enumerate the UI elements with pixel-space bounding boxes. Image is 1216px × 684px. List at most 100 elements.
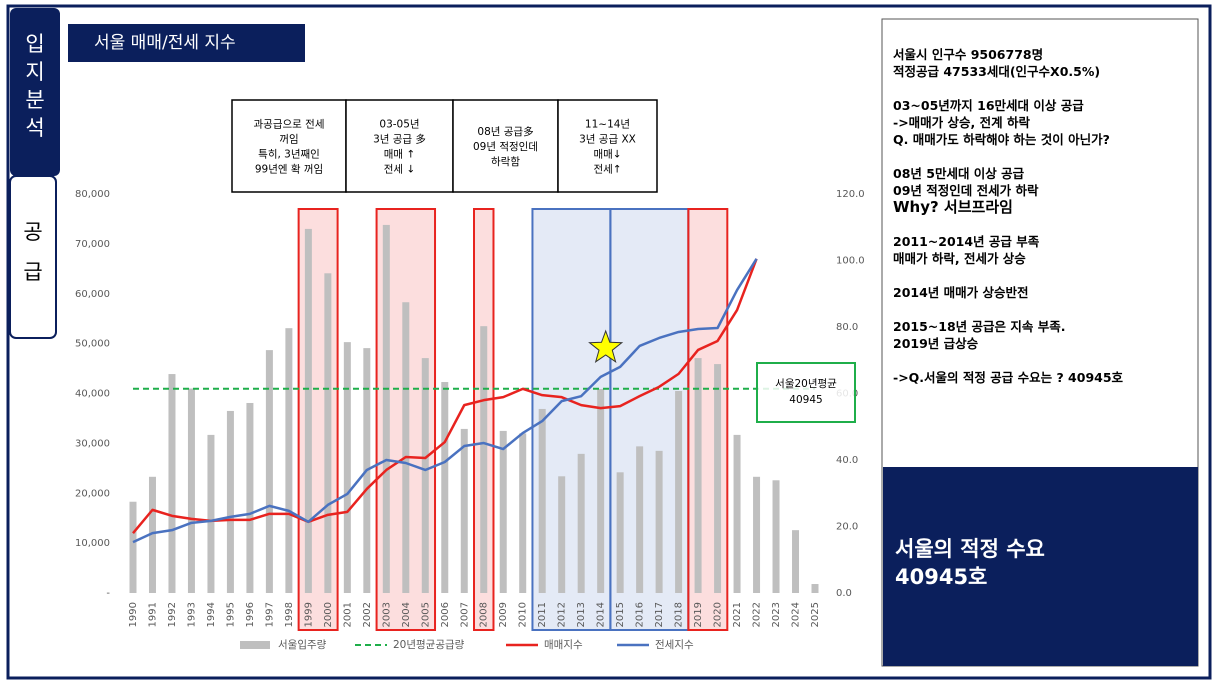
bar bbox=[285, 328, 293, 593]
bar bbox=[402, 302, 410, 593]
y-tick-label: 50,000 bbox=[75, 339, 110, 350]
note-paragraph: ->Q.서울의 적정 공급 수요는 ? 40945호 bbox=[893, 369, 1193, 386]
bar bbox=[577, 453, 585, 593]
x-tick-label: 2022 bbox=[752, 602, 763, 627]
note-line: 매매가 하락, 전세가 상승 bbox=[893, 251, 1026, 266]
annotation-box bbox=[557, 99, 658, 193]
x-tick-label: 2005 bbox=[420, 602, 431, 627]
y-tick-label: 40,000 bbox=[75, 389, 110, 400]
line bbox=[132, 258, 758, 534]
x-tick-label: 2020 bbox=[713, 602, 724, 627]
x-tick-label: 1998 bbox=[284, 602, 295, 627]
annotation-line: 특히, 3년째인 bbox=[258, 149, 320, 161]
annotation-line: 09년 적정인데 bbox=[473, 141, 538, 153]
bar bbox=[538, 408, 546, 593]
x-tick-label: 2024 bbox=[791, 602, 802, 627]
bar bbox=[597, 389, 605, 593]
annotation-line: 전세 ↓ bbox=[384, 164, 415, 176]
tab-label[interactable]: 입지분석 bbox=[25, 32, 45, 140]
bar bbox=[480, 326, 488, 593]
x-tick-label: 2016 bbox=[635, 602, 646, 627]
x-tick-label: 2021 bbox=[732, 602, 743, 627]
note-line: 2011~2014년 공급 부족 bbox=[893, 234, 1040, 249]
x-tick-label: 2023 bbox=[771, 602, 782, 627]
highlight-box bbox=[297, 208, 339, 631]
x-tick-label: 2004 bbox=[401, 602, 412, 627]
x-tick-label: 2012 bbox=[557, 602, 568, 627]
x-tick-label: 2015 bbox=[615, 602, 626, 627]
bar bbox=[265, 350, 273, 593]
bar bbox=[733, 434, 741, 593]
note-paragraph: 2015~18년 공급은 지속 부족. 2019년 급상승 bbox=[893, 318, 1193, 352]
bar bbox=[519, 433, 527, 593]
x-tick-label: 1999 bbox=[303, 602, 314, 627]
bar bbox=[558, 476, 566, 593]
conclusion: 서울의 적정 수요 40945호 bbox=[883, 467, 1198, 666]
bar bbox=[421, 358, 429, 593]
bar bbox=[694, 358, 702, 593]
x-tick-label: 1991 bbox=[147, 602, 158, 627]
tab-active[interactable] bbox=[10, 8, 60, 176]
note-line: Q. 매매가도 하락해야 하는 것이 아닌가? bbox=[893, 132, 1110, 147]
annotation-line: 3년 공급 XX bbox=[579, 134, 636, 146]
y-tick-label: 30,000 bbox=[75, 438, 110, 449]
annotation-line: 과공급으로 전세 bbox=[254, 119, 325, 131]
note-line: 09년 적정인데 전세가 하락 bbox=[893, 183, 1039, 198]
bar bbox=[382, 224, 390, 594]
annotation-line: 3년 공급 多 bbox=[373, 133, 426, 146]
annotation-line: 08년 공급多 bbox=[477, 125, 533, 138]
x-tick-label: 1997 bbox=[264, 602, 275, 627]
bar bbox=[792, 530, 800, 593]
average-label: 서울20년평균 bbox=[775, 378, 837, 390]
bar bbox=[772, 480, 780, 593]
conclusion-line: 40945호 bbox=[895, 565, 988, 589]
x-tick-label: 1990 bbox=[128, 602, 139, 627]
x-tick-label: 1994 bbox=[206, 602, 217, 627]
x-tick-label: 2007 bbox=[459, 602, 470, 627]
annotation-line: 매매↓ bbox=[593, 149, 621, 161]
tab[interactable] bbox=[9, 175, 57, 339]
x-tick-label: 2003 bbox=[381, 602, 392, 627]
annotation-line: 전세↑ bbox=[593, 164, 621, 176]
y-tick-label: 60,000 bbox=[75, 289, 110, 300]
note-line: ->Q.서울의 적정 공급 수요는 ? 40945호 bbox=[893, 370, 1124, 385]
bar bbox=[304, 228, 312, 593]
x-tick-label: 2019 bbox=[693, 602, 704, 627]
slide-title: 서울 매매/전세 지수 bbox=[68, 24, 305, 62]
bar bbox=[753, 476, 761, 593]
note-line: 2019년 급상승 bbox=[893, 336, 979, 351]
note-line: Why? 서브프라임 bbox=[893, 198, 1013, 216]
note-line: 2015~18년 공급은 지속 부족. bbox=[893, 319, 1066, 334]
x-tick-label: 1996 bbox=[245, 602, 256, 627]
annotation-box bbox=[452, 99, 559, 193]
y2-tick-label: 120.0 bbox=[836, 189, 865, 200]
average-box bbox=[756, 362, 856, 423]
y-tick-label: - bbox=[106, 588, 110, 599]
conclusion-line: 서울의 적정 수요 bbox=[895, 537, 1045, 561]
annotation-box bbox=[231, 99, 347, 193]
bar bbox=[226, 410, 234, 593]
x-tick-label: 2018 bbox=[674, 602, 685, 627]
star bbox=[588, 329, 624, 363]
annotation-line: 꺼임 bbox=[279, 133, 298, 146]
x-tick-label: 2017 bbox=[654, 602, 665, 627]
y2-tick-label: 100.0 bbox=[836, 256, 865, 267]
highlight-box bbox=[687, 208, 729, 631]
bar bbox=[675, 391, 683, 593]
annotation-line: 하락함 bbox=[491, 155, 520, 168]
annotation-box bbox=[345, 99, 454, 193]
x-tick-label: 2001 bbox=[342, 602, 353, 627]
x-tick-label: 1992 bbox=[167, 602, 178, 627]
x-tick-label: 2009 bbox=[498, 602, 509, 627]
tab-label[interactable]: 공급 bbox=[23, 220, 43, 284]
annotation-line: 99년엔 확 꺼임 bbox=[255, 163, 323, 176]
y-tick-label: 70,000 bbox=[75, 239, 110, 250]
legend-label: 서울입주량 bbox=[278, 638, 327, 651]
x-tick-label: 2002 bbox=[362, 602, 373, 627]
y-tick-label: 20,000 bbox=[75, 488, 110, 499]
x-tick-label: 1995 bbox=[225, 602, 236, 627]
bar bbox=[343, 342, 351, 593]
